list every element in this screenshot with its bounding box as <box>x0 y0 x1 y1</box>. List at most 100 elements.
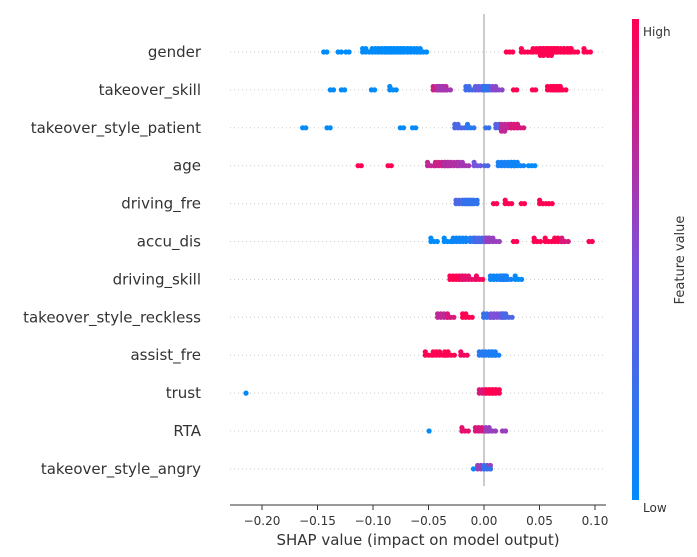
shap-point <box>463 311 469 317</box>
shap-point <box>372 87 378 93</box>
shap-point <box>358 163 364 169</box>
shap-point <box>509 314 515 320</box>
shap-point <box>503 428 509 434</box>
shap-point <box>492 428 499 434</box>
shap-point <box>537 238 544 245</box>
shap-point <box>486 125 492 131</box>
feature-label-trust: trust <box>166 384 201 402</box>
colorbar <box>632 19 639 500</box>
shap-point <box>575 49 581 55</box>
shap-point <box>533 87 539 93</box>
shap-point <box>463 235 469 241</box>
shap-point <box>363 46 369 52</box>
shap-point <box>400 125 407 131</box>
feature-label-takeover-style-patient: takeover_style_patient <box>31 119 201 138</box>
x-tick-label: 0.05 <box>526 514 553 528</box>
feature-label-rta: RTA <box>173 422 201 440</box>
shap-point <box>508 276 514 282</box>
shap-point <box>338 49 344 55</box>
shap-point <box>548 52 555 59</box>
shap-point <box>496 238 502 245</box>
shap-point <box>496 352 502 358</box>
shap-point <box>459 159 465 165</box>
shap-point <box>563 87 569 93</box>
shap-point <box>568 46 574 52</box>
shap-point <box>469 314 475 320</box>
shap-point <box>465 273 472 279</box>
shap-point <box>555 235 561 241</box>
shap-point <box>447 87 453 93</box>
shap-point <box>514 159 520 165</box>
feature-label-assist-fre: assist_fre <box>130 346 201 365</box>
shap-point <box>514 121 520 127</box>
feature-label-driving-skill: driving_skill <box>113 270 201 289</box>
shap-point <box>413 125 419 131</box>
shap-point <box>330 87 337 93</box>
feature-label-driving-fre: driving_fre <box>121 195 201 214</box>
shap-point <box>502 273 508 279</box>
shap-point <box>587 49 594 55</box>
shap-point <box>510 49 516 55</box>
shap-point <box>437 349 443 355</box>
x-tick-label: −0.05 <box>410 514 447 528</box>
shap-point <box>581 46 587 52</box>
shap-point <box>489 349 495 355</box>
shap-point <box>502 128 508 134</box>
colorbar-high-label: High <box>643 25 671 39</box>
shap-point <box>471 159 477 165</box>
shap-point <box>537 197 543 203</box>
beeswarm-points <box>243 46 595 472</box>
shap-point <box>494 201 500 207</box>
colorbar-title: Feature value <box>673 216 688 305</box>
shap-point <box>487 466 494 472</box>
shap-point <box>499 87 505 93</box>
x-tick-label: −0.20 <box>244 514 281 528</box>
shap-point <box>479 425 485 431</box>
shap-point <box>426 428 432 434</box>
shap-point <box>565 238 571 245</box>
shap-point <box>514 238 520 245</box>
shap-point <box>521 163 527 169</box>
shap-point <box>512 273 518 279</box>
shap-point <box>464 121 471 127</box>
shap-point <box>486 425 492 431</box>
shap-point <box>496 387 502 393</box>
shap-point <box>480 276 486 282</box>
shap-point <box>417 46 423 52</box>
x-tick-label: 0.00 <box>471 514 498 528</box>
shap-point <box>465 428 471 434</box>
shap-point <box>502 197 508 203</box>
shap-point <box>303 125 309 131</box>
feature-rows: gender takeover_skill takeover_style_patie… <box>23 43 606 479</box>
shap-point <box>444 311 451 317</box>
shap-point <box>518 46 525 52</box>
shap-point <box>464 352 470 358</box>
shap-point <box>493 83 499 90</box>
shap-point <box>549 201 555 207</box>
shap-point <box>484 311 490 317</box>
x-tick-label: −0.15 <box>299 514 336 528</box>
shap-point <box>519 276 525 282</box>
x-tick-label: −0.10 <box>355 514 392 528</box>
shap-point <box>342 87 348 93</box>
shap-point <box>455 121 461 127</box>
shap-point <box>541 52 547 59</box>
shap-point <box>470 466 477 472</box>
shap-point <box>424 49 430 55</box>
shap-point <box>556 83 563 90</box>
shap-point <box>542 235 548 241</box>
shap-point <box>428 235 434 241</box>
shap-point <box>471 125 477 131</box>
x-axis-label: SHAP value (impact on model output) <box>276 531 559 549</box>
shap-point <box>434 238 440 245</box>
shap-point <box>458 349 464 355</box>
shap-point <box>243 390 249 396</box>
shap-point <box>589 238 595 245</box>
shap-point <box>485 163 491 169</box>
x-axis-ticks: −0.20 −0.15 −0.10 −0.05 0.00 0.05 0.10 <box>244 505 608 528</box>
shap-point <box>477 163 484 169</box>
shap-point <box>459 425 465 431</box>
shap-point <box>388 163 394 169</box>
feature-label-gender: gender <box>148 43 202 61</box>
